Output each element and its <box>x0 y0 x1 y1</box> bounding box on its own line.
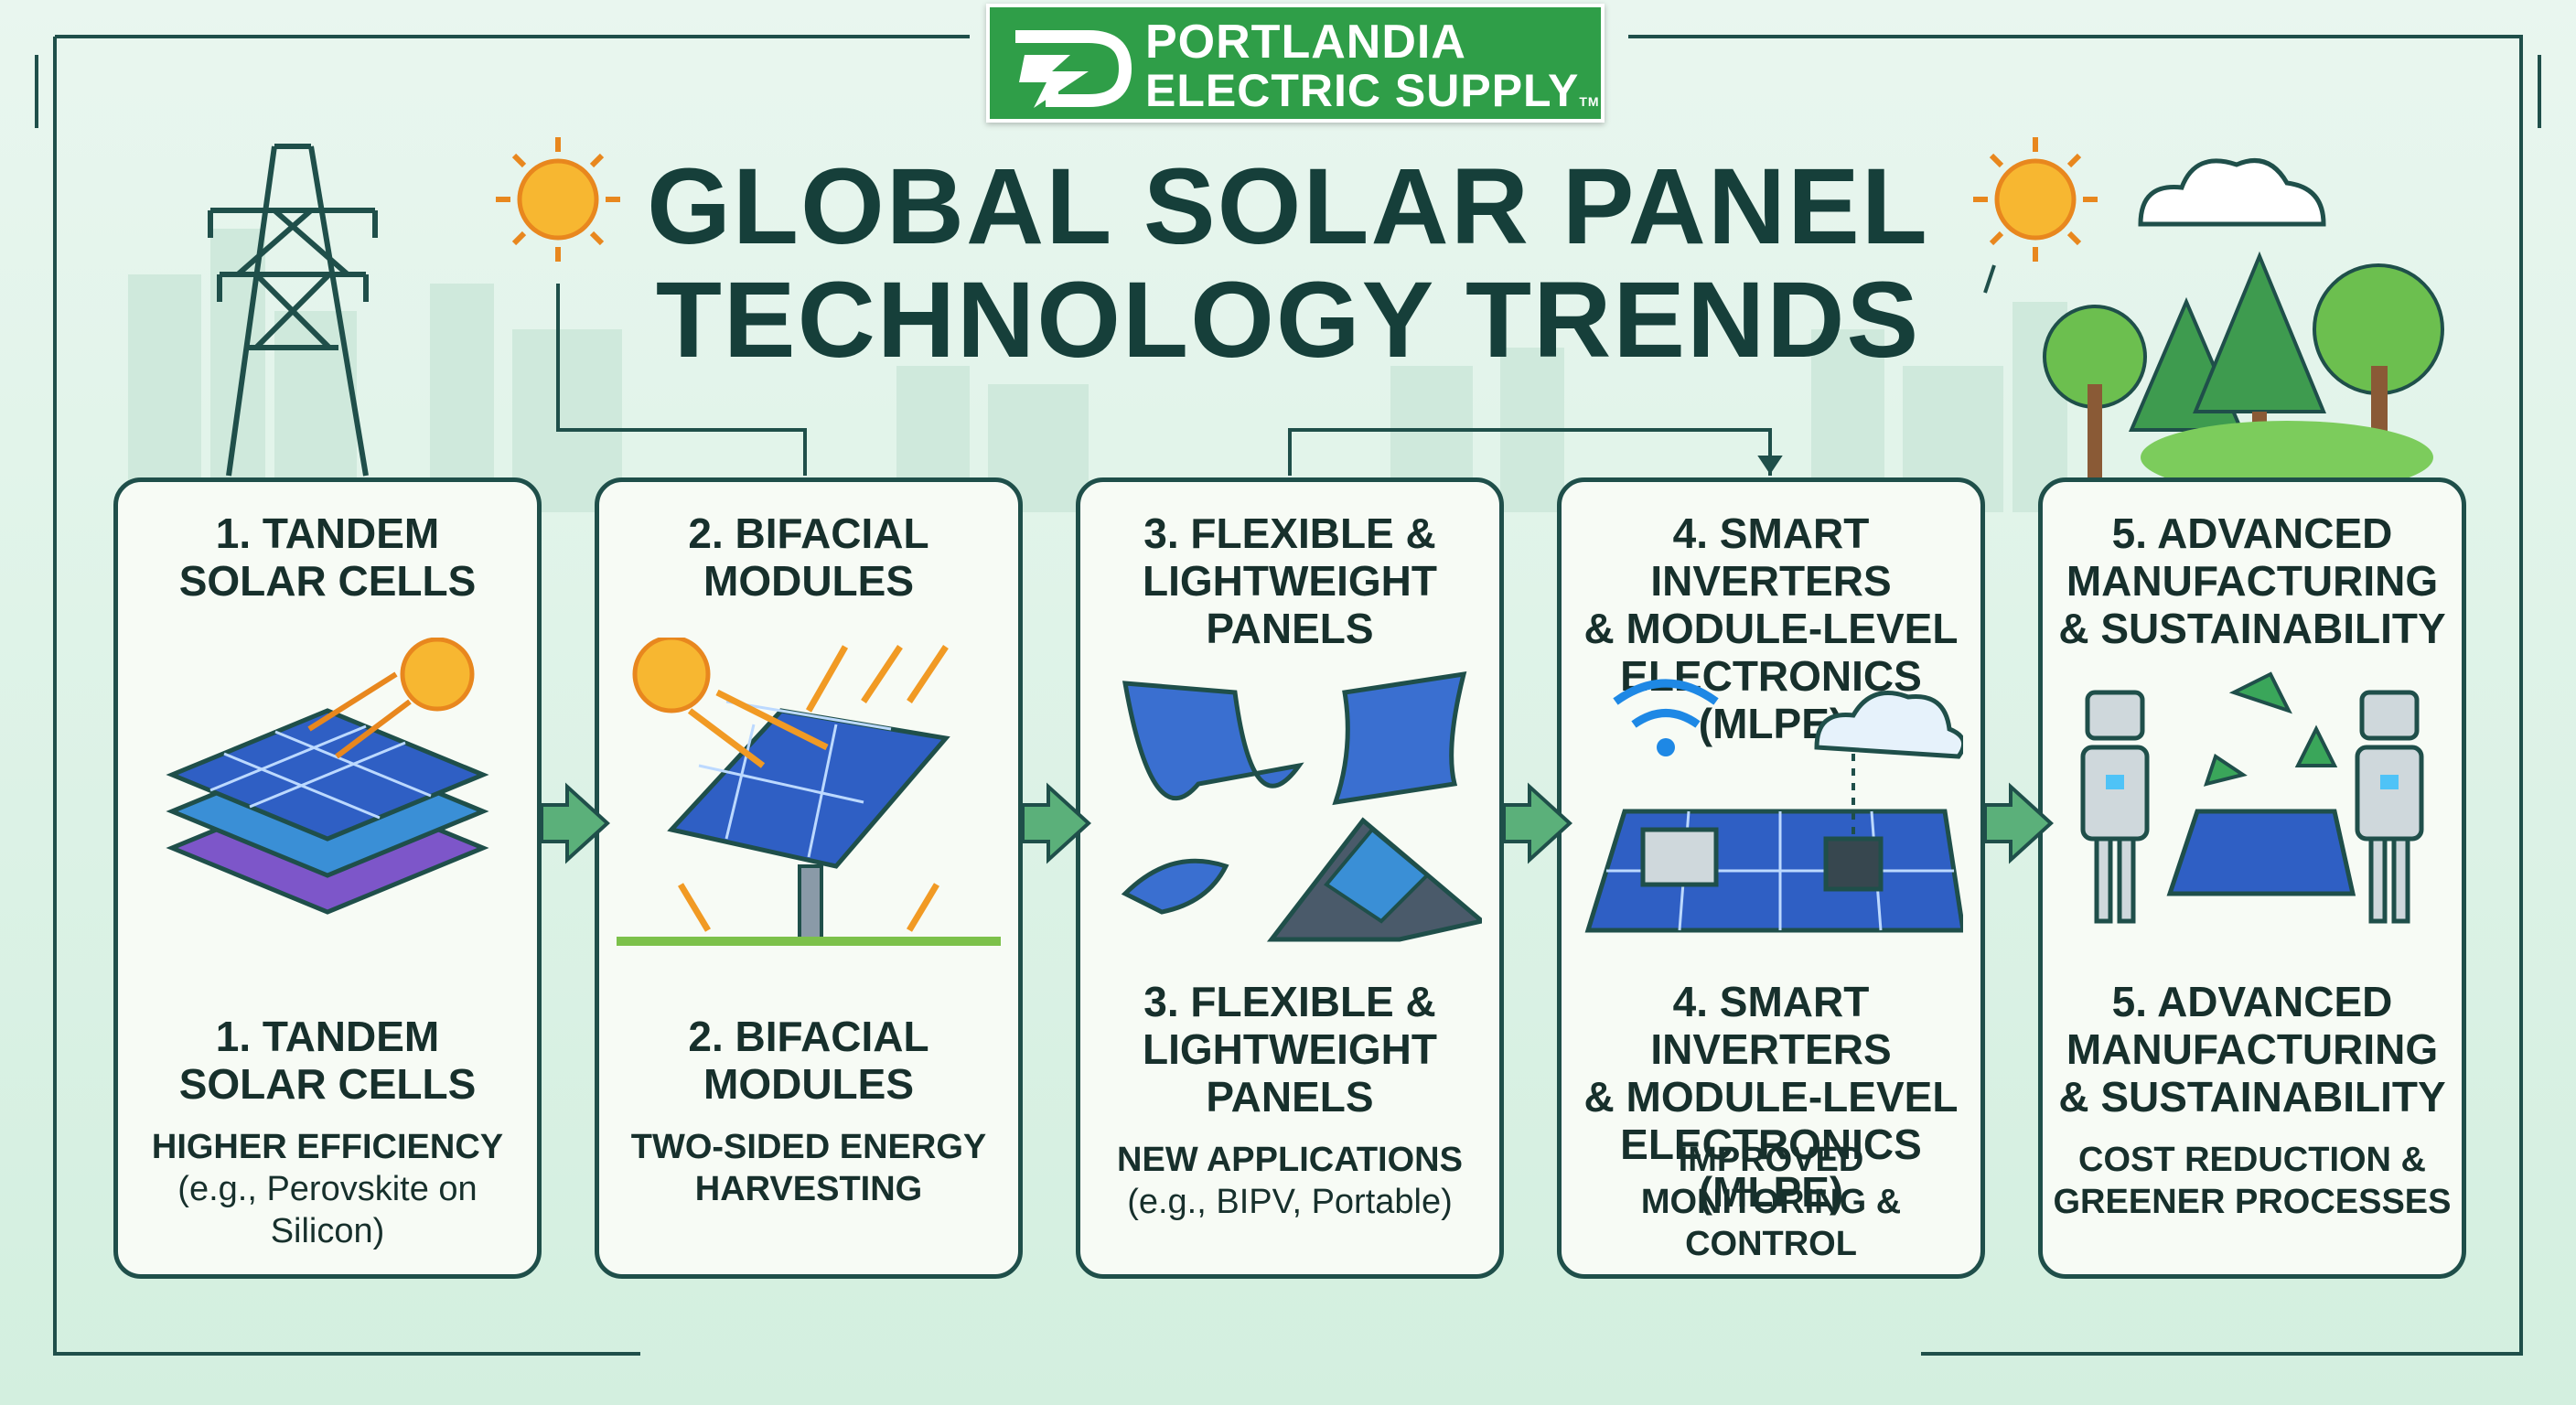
card-title-repeat-line: PANELS <box>1206 1073 1374 1121</box>
lightning-bolt-plug-icon <box>1015 30 1132 108</box>
card-title-repeat-line: 3. FLEXIBLE & <box>1143 978 1436 1025</box>
trees-icon <box>2043 251 2444 494</box>
card-title-repeat-line: MANUFACTURING <box>2066 1025 2439 1073</box>
page-title-line-2: TECHNOLOGY TRENDS <box>655 260 1921 381</box>
card-example: (e.g., Perovskite on <box>177 1170 478 1208</box>
card-title-line: 1. TANDEM <box>215 509 440 557</box>
card-title-repeat-line: 2. BIFACIAL <box>688 1013 929 1060</box>
card-title-line: 4. SMART INVERTERS <box>1650 509 1892 605</box>
card-title-line: MANUFACTURING <box>2066 557 2439 605</box>
card-title-repeat-line: 1. TANDEM <box>215 1013 440 1060</box>
card-description-line: GREENER PROCESSES <box>2053 1183 2452 1221</box>
card-title-line: 2. BIFACIAL <box>688 509 929 557</box>
card-description-line: IMPROVED <box>1678 1141 1864 1179</box>
card-title-line: 3. FLEXIBLE & <box>1143 509 1436 557</box>
card-title-repeat-line: & MODULE-LEVEL <box>1583 1073 1959 1121</box>
card-title-repeat-line: & SUSTAINABILITY <box>2058 1073 2446 1121</box>
trend-card-4: 4. SMART INVERTERS & MODULE-LEVEL ELECTRON… <box>1557 477 1985 1279</box>
card-title-line: MODULES <box>703 557 914 605</box>
card-title-repeat-line: SOLAR CELLS <box>178 1060 477 1108</box>
card-title: 3. FLEXIBLE & LIGHTWEIGHT PANELS <box>1089 509 1490 652</box>
card-title-repeat-line: 5. ADVANCED <box>2111 978 2393 1025</box>
trend-card-1: 1. TANDEM SOLAR CELLS 1. TANDEM SOLAR CELL… <box>113 477 542 1279</box>
smart-inverter-icon <box>1584 679 1963 933</box>
card-description-line: HARVESTING <box>694 1170 923 1208</box>
card-description-line: CONTROL <box>1685 1225 1857 1263</box>
card-description: TWO-SIDED ENERGY HARVESTING <box>608 1126 1009 1210</box>
card-description: COST REDUCTION & GREENER PROCESSES <box>2052 1139 2453 1223</box>
bifacial-panel-icon <box>617 638 1001 946</box>
card-description-line: NEW APPLICATIONS <box>1117 1141 1463 1179</box>
sun-left-icon <box>496 137 620 262</box>
page-title-line-1: GLOBAL SOLAR PANEL <box>647 146 1929 267</box>
connector-lines <box>556 264 1996 476</box>
card-title-line: & SUSTAINABILITY <box>2058 605 2446 652</box>
card-title-line: LIGHTWEIGHT <box>1143 557 1437 605</box>
card-description: IMPROVED MONITORING & CONTROL <box>1571 1139 1971 1265</box>
card-title-repeat: 1. TANDEM SOLAR CELLS <box>127 1013 528 1108</box>
card-description: NEW APPLICATIONS (e.g., BIPV, Portable) <box>1089 1139 1490 1223</box>
card-example: Silicon) <box>270 1212 385 1250</box>
card-description-line: TWO-SIDED ENERGY <box>630 1128 987 1166</box>
trend-card-2: 2. BIFACIAL MODULES 2. BIFACIAL MODULES TWO… <box>595 477 1023 1279</box>
card-description-line: HIGHER EFFICIENCY <box>151 1128 504 1166</box>
logo-line-2: ELECTRIC SUPPLYTM <box>1145 65 1600 116</box>
trend-card-3: 3. FLEXIBLE & LIGHTWEIGHT PANELS 3. FLEXIB… <box>1076 477 1504 1279</box>
card-title-repeat-line: 4. SMART INVERTERS <box>1650 978 1892 1073</box>
robot-manufacturing-icon <box>2080 671 2424 924</box>
card-title-repeat: 4. SMART INVERTERS & MODULE-LEVEL ELECTRON… <box>1571 978 1971 1216</box>
card-title-repeat-line: LIGHTWEIGHT <box>1143 1025 1437 1073</box>
card-title: 1. TANDEM SOLAR CELLS <box>127 509 528 605</box>
card-description-line: MONITORING & <box>1640 1183 1902 1221</box>
card-title-repeat: 3. FLEXIBLE & LIGHTWEIGHT PANELS <box>1089 978 1490 1121</box>
card-title-repeat: 2. BIFACIAL MODULES <box>608 1013 1009 1108</box>
trend-card-5: 5. ADVANCED MANUFACTURING & SUSTAINABILITY… <box>2038 477 2466 1279</box>
logo-line-1: PORTLANDIA <box>1145 16 1466 69</box>
flexible-panels-icon <box>1121 670 1482 942</box>
card-title: 4. SMART INVERTERS & MODULE-LEVEL ELECTRON… <box>1571 509 1971 747</box>
card-title-line: PANELS <box>1206 605 1374 652</box>
stacked-solar-cells-icon <box>166 638 489 915</box>
card-title-line: & MODULE-LEVEL <box>1583 605 1959 652</box>
card-title-line: ELECTRONICS (MLPE) <box>1620 652 1922 747</box>
card-title: 2. BIFACIAL MODULES <box>608 509 1009 605</box>
card-title-repeat-line: MODULES <box>703 1060 914 1108</box>
brand-logo: PORTLANDIA ELECTRIC SUPPLYTM <box>986 4 1605 123</box>
sun-right-icon <box>1973 137 2098 262</box>
frame-lines <box>35 35 2541 1356</box>
card-title-repeat: 5. ADVANCED MANUFACTURING & SUSTAINABILITY <box>2052 978 2453 1121</box>
card-title-line: SOLAR CELLS <box>178 557 477 605</box>
power-tower-icon <box>208 144 378 477</box>
card-description-line: COST REDUCTION & <box>2078 1141 2426 1179</box>
card-title: 5. ADVANCED MANUFACTURING & SUSTAINABILITY <box>2052 509 2453 652</box>
card-description: HIGHER EFFICIENCY (e.g., Perovskite on Sil… <box>127 1126 528 1252</box>
card-example: (e.g., BIPV, Portable) <box>1127 1183 1453 1221</box>
card-title-repeat-line: ELECTRONICS (MLPE) <box>1620 1121 1922 1216</box>
cloud-icon <box>2138 158 2326 227</box>
trademark: TM <box>1579 94 1600 109</box>
card-title-line: 5. ADVANCED <box>2111 509 2393 557</box>
